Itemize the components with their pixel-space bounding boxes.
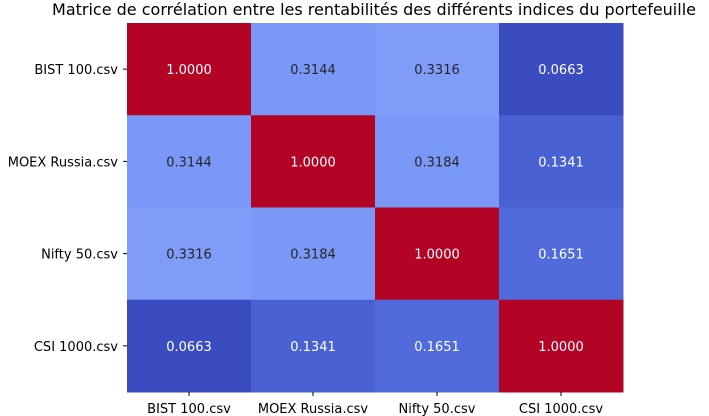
- cell-value-label: 0.0663: [166, 340, 212, 355]
- heatmap-cell: [375, 299, 500, 393]
- heatmap-cell: [499, 23, 624, 116]
- cell-value-label: 0.1651: [414, 340, 460, 355]
- heatmap-cell: [375, 207, 500, 301]
- heatmap-cells: [127, 23, 624, 393]
- y-axis: BIST 100.csv MOEX Russia.csv Nifty 50.csv C…: [8, 63, 127, 355]
- cell-value-label: 0.3144: [290, 63, 336, 78]
- cell-value-label: 0.3316: [166, 248, 212, 263]
- heatmap-cell: [251, 299, 376, 393]
- y-tick-label: MOEX Russia.csv: [8, 155, 119, 170]
- x-axis: BIST 100.csv MOEX Russia.csv Nifty 50.csv C…: [147, 392, 603, 416]
- x-tick-label: Nifty 50.csv: [399, 402, 476, 416]
- heatmap-cell: [499, 207, 624, 301]
- cell-value-label: 1.0000: [538, 340, 584, 355]
- heatmap-cell: [251, 207, 376, 301]
- y-tick-label: CSI 1000.csv: [34, 340, 118, 355]
- heatmap-cell: [375, 115, 500, 208]
- cell-value-label: 0.1341: [290, 340, 336, 355]
- x-tick-label: MOEX Russia.csv: [258, 402, 369, 416]
- heatmap-cell: [499, 299, 624, 393]
- heatmap-cell: [127, 299, 252, 393]
- heatmap-cell: [499, 115, 624, 208]
- heatmap-cell: [375, 23, 500, 116]
- cell-value-label: 0.1651: [538, 248, 584, 263]
- heatmap-cell: [251, 23, 376, 116]
- x-tick-label: CSI 1000.csv: [519, 402, 603, 416]
- heatmap-cell: [127, 207, 252, 301]
- y-tick-label: BIST 100.csv: [34, 63, 118, 78]
- heatmap-value-labels: 1.0000 0.3144 0.3316 0.0663 0.3144 1.0000 0.31…: [166, 63, 584, 355]
- cell-value-label: 0.3184: [290, 248, 336, 263]
- cell-value-label: 1.0000: [290, 155, 336, 170]
- cell-value-label: 0.1341: [538, 155, 584, 170]
- y-tick-label: Nifty 50.csv: [41, 248, 118, 263]
- cell-value-label: 0.3144: [166, 155, 212, 170]
- cell-value-label: 0.3316: [414, 63, 460, 78]
- cell-value-label: 1.0000: [414, 248, 460, 263]
- cell-value-label: 0.0663: [538, 63, 584, 78]
- heatmap-cell: [127, 23, 252, 116]
- heatmap-cell: [251, 115, 376, 208]
- heatmap-cell: [127, 115, 252, 208]
- cell-value-label: 0.3184: [414, 155, 460, 170]
- chart-title: Matrice de corrélation entre les rentabi…: [52, 0, 696, 19]
- cell-value-label: 1.0000: [166, 63, 212, 78]
- x-tick-label: BIST 100.csv: [147, 402, 231, 416]
